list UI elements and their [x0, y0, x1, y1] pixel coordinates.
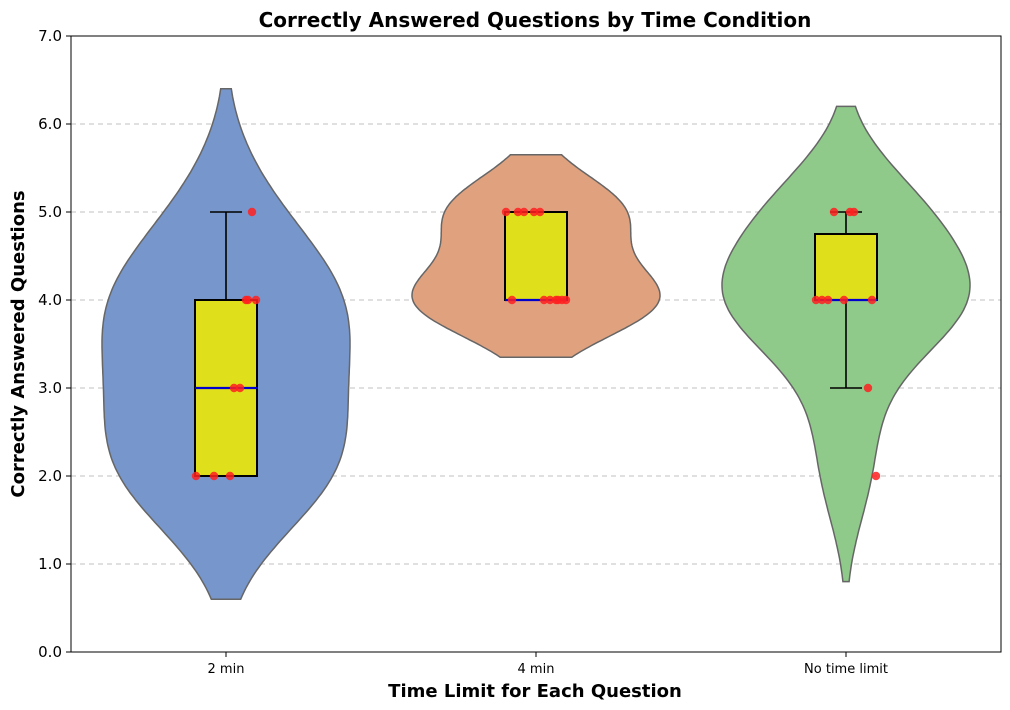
point-1-6: [507, 295, 517, 305]
boxplots: [194, 211, 878, 477]
data-points: [191, 207, 881, 481]
point-2-6: [811, 295, 821, 305]
y-tick-label-5: 5.0: [38, 203, 62, 221]
point-1-11: [535, 207, 545, 217]
point-2-3: [817, 295, 827, 305]
point-2-0: [871, 471, 881, 481]
point-2-2: [867, 295, 877, 305]
y-tick-label-2: 2.0: [38, 467, 62, 485]
x-axis-label: Time Limit for Each Question: [388, 681, 682, 702]
point-2-9: [849, 207, 859, 217]
y-axis-label: Correctly Answered Questions: [8, 190, 29, 497]
point-2-5: [839, 295, 849, 305]
x-tick-label-0: 2 min: [208, 662, 245, 677]
point-2-1: [863, 383, 873, 393]
point-1-7: [513, 207, 523, 217]
point-1-8: [529, 207, 539, 217]
point-1-0: [539, 295, 549, 305]
y-tick-label-7: 7.0: [38, 27, 62, 45]
point-2-4: [823, 295, 833, 305]
point-0-0: [191, 471, 201, 481]
point-0-3: [229, 383, 239, 393]
y-tick-label-6: 6.0: [38, 115, 62, 133]
x-tick-label-2: No time limit: [804, 662, 888, 677]
point-2-7: [829, 207, 839, 217]
point-0-1: [209, 471, 219, 481]
point-0-7: [243, 295, 253, 305]
y-axis-ticks: 0.0 1.0 2.0 3.0 4.0 5.0 6.0 7.0: [38, 27, 71, 661]
point-1-10: [519, 207, 529, 217]
box-1: [504, 211, 568, 301]
point-0-2: [225, 471, 235, 481]
x-axis-ticks: 2 min 4 min No time limit: [208, 652, 888, 677]
x-tick-label-1: 4 min: [518, 662, 555, 677]
point-1-9: [501, 207, 511, 217]
y-tick-label-1: 1.0: [38, 555, 62, 573]
point-0-6: [251, 295, 261, 305]
point-0-8: [247, 207, 257, 217]
y-tick-label-3: 3.0: [38, 379, 62, 397]
box-2: [814, 233, 878, 301]
chart-title: Correctly Answered Questions by Time Con…: [259, 8, 812, 32]
y-tick-label-0: 0.0: [38, 643, 62, 661]
point-1-1: [545, 295, 555, 305]
point-1-5: [557, 295, 567, 305]
y-tick-label-4: 4.0: [38, 291, 62, 309]
point-0-4: [235, 383, 245, 393]
